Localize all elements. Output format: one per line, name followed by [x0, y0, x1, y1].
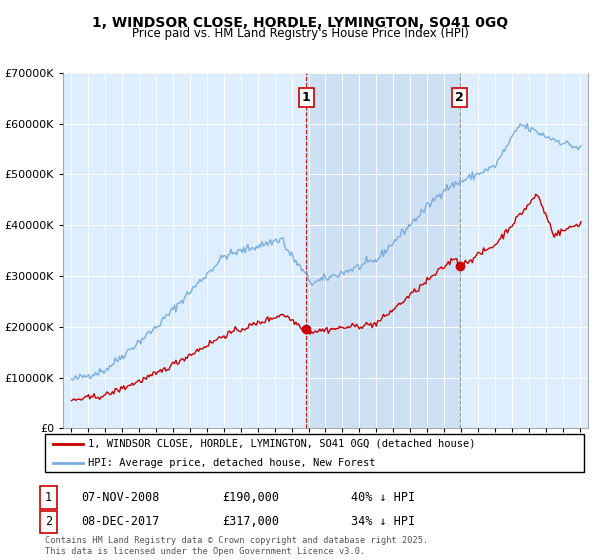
- Text: 1, WINDSOR CLOSE, HORDLE, LYMINGTON, SO41 0GQ: 1, WINDSOR CLOSE, HORDLE, LYMINGTON, SO4…: [92, 16, 508, 30]
- Text: HPI: Average price, detached house, New Forest: HPI: Average price, detached house, New …: [88, 458, 376, 468]
- Text: 34% ↓ HPI: 34% ↓ HPI: [351, 515, 415, 529]
- Text: Contains HM Land Registry data © Crown copyright and database right 2025.
This d: Contains HM Land Registry data © Crown c…: [45, 536, 428, 556]
- Text: 1: 1: [45, 491, 52, 504]
- FancyBboxPatch shape: [45, 434, 584, 472]
- Text: 40% ↓ HPI: 40% ↓ HPI: [351, 491, 415, 504]
- Text: 1: 1: [302, 91, 310, 104]
- Text: 2: 2: [45, 515, 52, 529]
- Text: 08-DEC-2017: 08-DEC-2017: [81, 515, 160, 529]
- Bar: [306, 73, 460, 428]
- Text: 1, WINDSOR CLOSE, HORDLE, LYMINGTON, SO41 0GQ (detached house): 1, WINDSOR CLOSE, HORDLE, LYMINGTON, SO4…: [88, 439, 476, 449]
- Text: Price paid vs. HM Land Registry's House Price Index (HPI): Price paid vs. HM Land Registry's House …: [131, 27, 469, 40]
- Text: 07-NOV-2008: 07-NOV-2008: [81, 491, 160, 504]
- Text: 2: 2: [455, 91, 464, 104]
- Text: £317,000: £317,000: [222, 515, 279, 529]
- Text: £190,000: £190,000: [222, 491, 279, 504]
